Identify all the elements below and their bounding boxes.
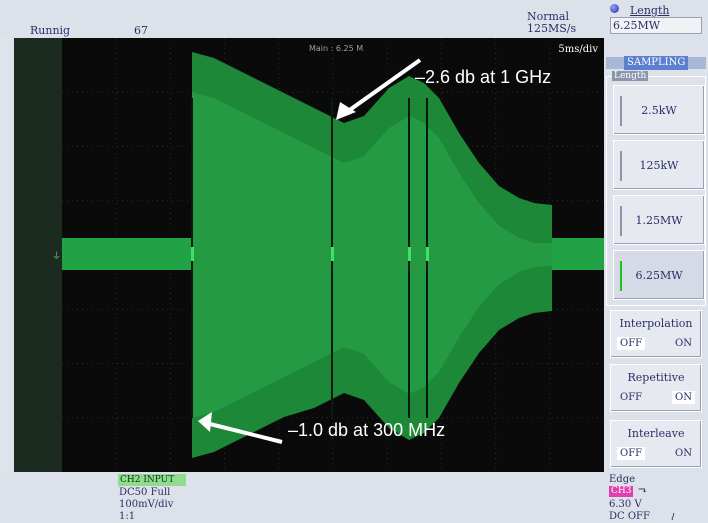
sampling-menu: Length 6.25MW SAMPLING 2.5kW 125kW 1.25M… — [604, 0, 708, 472]
bottom-info-bar — [0, 472, 708, 523]
repetitive-off[interactable]: OFF — [620, 392, 643, 403]
interleave-title: Interleave — [627, 427, 685, 440]
length-option-label: 6.25MW — [635, 269, 683, 282]
main-record-label: Main : 6.25 M — [309, 44, 364, 53]
trigger-level: 6.30 V — [609, 499, 642, 510]
channel-probe: 1:1 — [119, 511, 136, 522]
length-option-6-25mw[interactable]: 6.25MW — [613, 250, 705, 300]
marker-dot — [331, 247, 334, 261]
ground-marker-icon[interactable]: ⏚ — [52, 252, 62, 262]
length-header[interactable]: Length 6.25MW — [604, 0, 708, 40]
interleave-toggle[interactable]: Interleave OFF ON — [610, 420, 702, 468]
interleave-on[interactable]: ON — [675, 448, 692, 459]
signal-envelope-core — [192, 92, 552, 418]
repetitive-toggle[interactable]: Repetitive OFF ON — [610, 364, 702, 412]
sampling-title: SAMPLING — [624, 56, 689, 70]
length-option-1-25mw[interactable]: 1.25MW — [613, 195, 705, 245]
arrow-bottom-head — [198, 412, 212, 432]
length-value-field[interactable]: 6.25MW — [610, 17, 702, 34]
marker-dot — [426, 247, 429, 261]
marker-dot — [408, 247, 411, 261]
length-group-label: Length — [612, 71, 649, 81]
display-left-strip — [14, 38, 62, 472]
marker-dot — [191, 247, 194, 261]
interleave-off[interactable]: OFF — [617, 447, 646, 460]
interpolation-title: Interpolation — [619, 317, 693, 330]
trigger-source-badge: CH3 — [609, 486, 634, 497]
arrow-top-head — [336, 102, 356, 120]
interpolation-toggle[interactable]: Interpolation OFF ON — [610, 310, 702, 358]
channel-info[interactable]: CH2 INPUT DC50 Full 100mV/div 1:1 — [118, 474, 188, 523]
baseline-left — [62, 238, 192, 270]
length-option-label: 1.25MW — [635, 214, 683, 227]
trigger-info[interactable]: Edge CH3 ⬎ 6.30 V DC OFF ≀ — [608, 474, 708, 523]
acquisition-info: Normal 125MS/s — [527, 11, 576, 35]
channel-coupling: DC50 Full — [119, 487, 171, 498]
length-option-label: 2.5kW — [641, 104, 677, 117]
status-bar: Runnig 67 Normal 125MS/s — [0, 0, 604, 38]
length-option-2-5kw[interactable]: 2.5kW — [613, 85, 705, 135]
channel-title: CH2 INPUT — [118, 474, 186, 486]
arrow-top — [342, 58, 422, 116]
knob-icon — [610, 4, 619, 13]
length-title: Length — [630, 4, 670, 17]
baseline-right — [552, 238, 604, 270]
annotation-arrows — [198, 58, 422, 444]
timebase-readout: 5ms/div — [558, 44, 598, 55]
trigger-coupling: DC OFF — [609, 511, 650, 522]
interpolation-off[interactable]: OFF — [617, 337, 646, 350]
length-option-label: 125kW — [639, 159, 679, 172]
trigger-type: Edge — [609, 474, 636, 485]
cursor-lines — [191, 98, 429, 418]
length-option-125kw[interactable]: 125kW — [613, 140, 705, 190]
repetitive-on[interactable]: ON — [672, 391, 695, 404]
acquisition-mode: Normal — [527, 10, 570, 23]
annotation-top: –2.6 db at 1 GHz — [415, 67, 552, 87]
arrow-bottom — [209, 422, 283, 444]
noise-filter-icon: ≀ — [670, 510, 675, 523]
interpolation-on[interactable]: ON — [675, 338, 692, 349]
run-status: Runnig — [30, 24, 71, 37]
waveform-display[interactable]: ⏚ Main : 6.25 M 5ms/div –2.6 db at 1 GHz… — [14, 38, 604, 472]
repetitive-title: Repetitive — [627, 371, 685, 384]
trigger-count: 67 — [134, 24, 148, 37]
channel-scale: 100mV/div — [119, 499, 174, 510]
annotation-bottom: –1.0 db at 300 MHz — [288, 420, 446, 440]
falling-edge-icon: ⬎ — [638, 484, 648, 497]
waveform-trace — [62, 38, 604, 472]
length-options-group: 2.5kW 125kW 1.25MW 6.25MW — [606, 76, 706, 306]
sample-rate: 125MS/s — [527, 22, 577, 35]
